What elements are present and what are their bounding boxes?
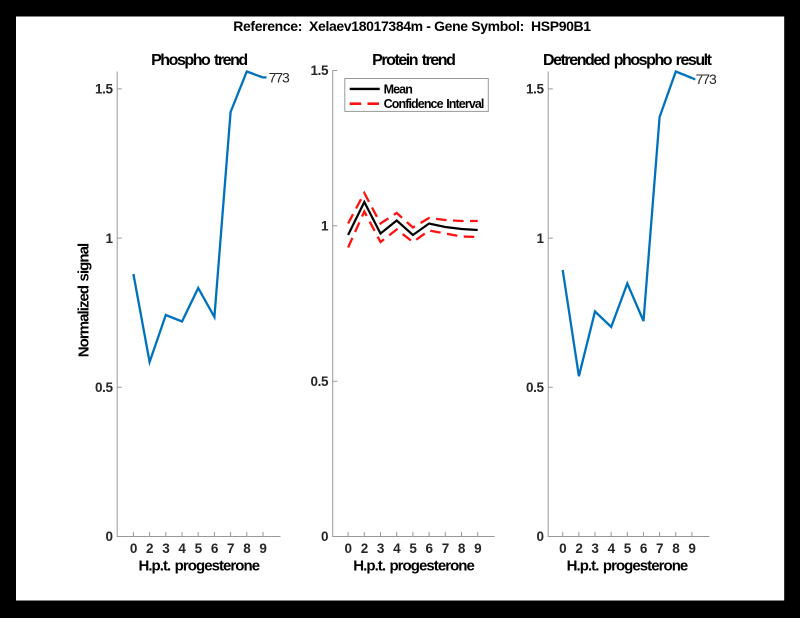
svg-text:Protein trend: Protein trend: [372, 52, 455, 69]
svg-text:9: 9: [474, 541, 481, 556]
svg-text:H.p.t. progesterone: H.p.t. progesterone: [567, 557, 688, 574]
svg-text:1.5: 1.5: [526, 82, 545, 97]
svg-text:0: 0: [537, 529, 544, 544]
svg-text:Phospho trend: Phospho trend: [151, 52, 247, 69]
svg-text:2: 2: [575, 541, 582, 556]
svg-text:Reference: Xelaev18017384m -: Reference: Xelaev18017384m - Gene Symbol…: [233, 18, 591, 34]
svg-text:4: 4: [178, 541, 186, 556]
svg-text:Mean: Mean: [384, 82, 413, 96]
svg-text:0: 0: [321, 529, 328, 544]
svg-text:4: 4: [393, 541, 401, 556]
svg-text:2: 2: [146, 541, 153, 556]
svg-text:6: 6: [640, 541, 648, 556]
svg-text:7: 7: [227, 541, 234, 556]
svg-text:8: 8: [672, 541, 680, 556]
svg-text:5: 5: [409, 541, 417, 556]
svg-text:4: 4: [608, 541, 616, 556]
svg-text:8: 8: [243, 541, 251, 556]
svg-text:1.5: 1.5: [310, 63, 329, 78]
svg-text:H.p.t. progesterone: H.p.t. progesterone: [138, 557, 259, 574]
svg-text:0: 0: [345, 541, 352, 556]
svg-text:6: 6: [211, 541, 219, 556]
svg-text:1: 1: [106, 231, 114, 246]
svg-text:0.5: 0.5: [310, 374, 329, 389]
svg-text:5: 5: [195, 541, 203, 556]
svg-text:8: 8: [458, 541, 466, 556]
svg-text:0: 0: [559, 541, 566, 556]
svg-text:9: 9: [688, 541, 695, 556]
svg-text:6: 6: [426, 541, 434, 556]
svg-text:Detrended phospho result: Detrended phospho result: [543, 52, 713, 69]
svg-text:2: 2: [361, 541, 368, 556]
svg-text:0: 0: [130, 541, 137, 556]
svg-text:773: 773: [696, 71, 717, 87]
svg-text:3: 3: [162, 541, 170, 556]
svg-text:0: 0: [106, 529, 113, 544]
svg-text:5: 5: [624, 541, 632, 556]
svg-text:1: 1: [537, 231, 545, 246]
svg-text:3: 3: [591, 541, 599, 556]
svg-text:7: 7: [442, 541, 449, 556]
svg-text:3: 3: [377, 541, 385, 556]
svg-text:0.5: 0.5: [95, 380, 114, 395]
svg-text:9: 9: [259, 541, 266, 556]
svg-text:1: 1: [321, 219, 329, 234]
svg-text:Normalized signal: Normalized signal: [76, 243, 93, 357]
svg-text:H.p.t. progesterone: H.p.t. progesterone: [353, 557, 474, 574]
svg-text:Confidence Interval: Confidence Interval: [384, 97, 484, 111]
svg-text:773: 773: [269, 70, 290, 86]
svg-text:7: 7: [656, 541, 663, 556]
svg-text:0.5: 0.5: [526, 380, 545, 395]
svg-text:1.5: 1.5: [95, 82, 114, 97]
